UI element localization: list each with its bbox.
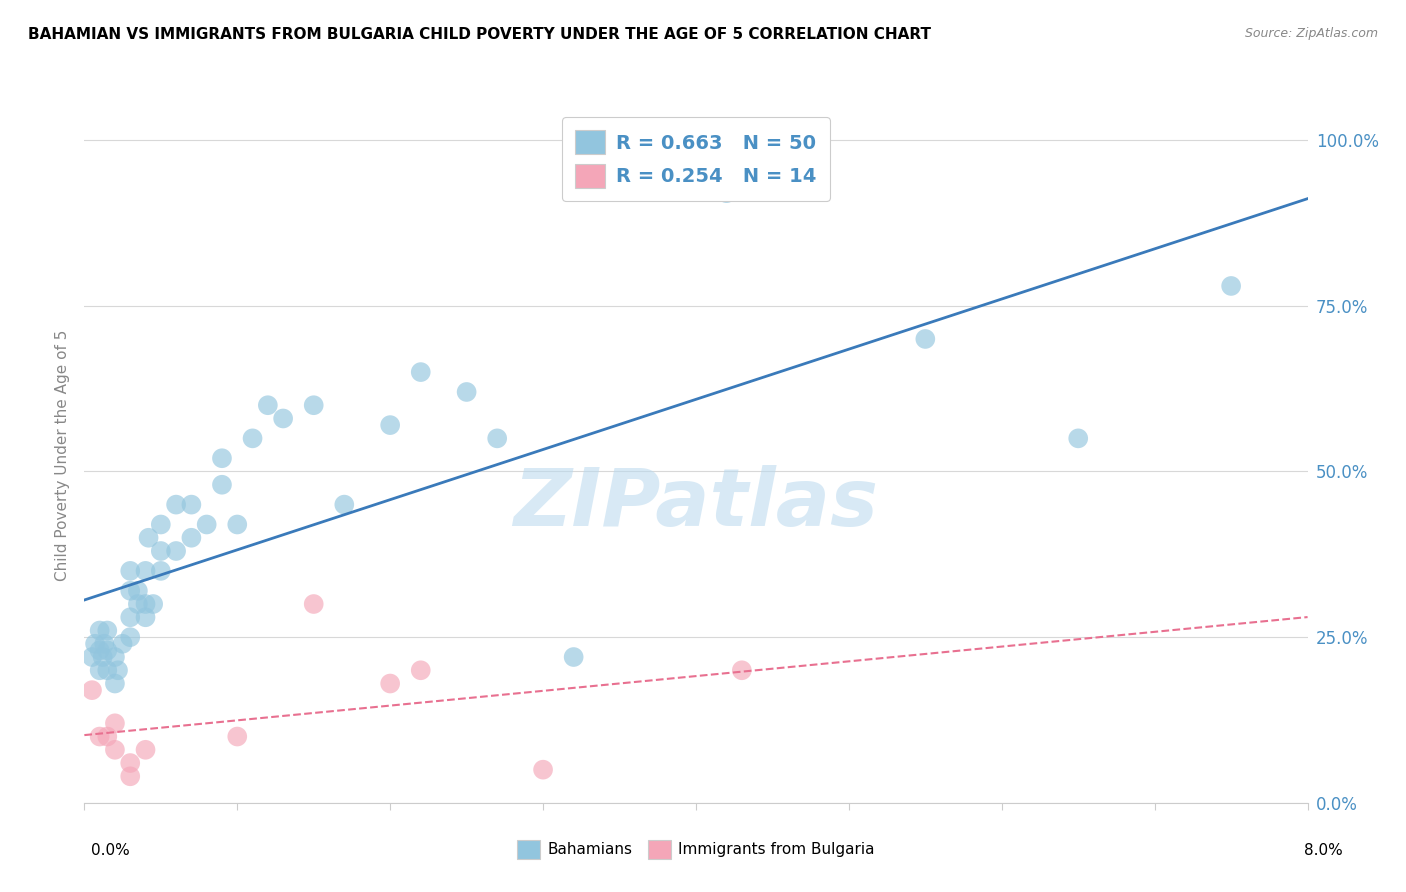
Point bbox=[1220, 279, 1243, 293]
Point bbox=[226, 730, 249, 744]
Point bbox=[716, 186, 738, 201]
Point bbox=[120, 564, 142, 578]
Point bbox=[180, 531, 202, 545]
Point bbox=[211, 451, 233, 466]
Point bbox=[562, 650, 585, 665]
Point bbox=[531, 763, 554, 777]
Point bbox=[149, 517, 172, 532]
Point bbox=[80, 683, 103, 698]
Point bbox=[456, 384, 478, 399]
Point bbox=[195, 517, 218, 532]
Point bbox=[731, 663, 754, 677]
Point bbox=[242, 431, 264, 445]
Text: ZIPatlas: ZIPatlas bbox=[513, 465, 879, 542]
Point bbox=[135, 743, 157, 757]
Point bbox=[409, 365, 432, 379]
Point bbox=[135, 610, 157, 624]
Point bbox=[120, 756, 142, 770]
Point bbox=[271, 411, 294, 425]
Point bbox=[104, 743, 127, 757]
Point bbox=[107, 663, 129, 677]
Point bbox=[380, 418, 402, 433]
Text: BAHAMIAN VS IMMIGRANTS FROM BULGARIA CHILD POVERTY UNDER THE AGE OF 5 CORRELATIO: BAHAMIAN VS IMMIGRANTS FROM BULGARIA CHI… bbox=[28, 27, 931, 42]
Point bbox=[84, 637, 107, 651]
Point bbox=[89, 663, 111, 677]
Point bbox=[96, 624, 118, 638]
Point bbox=[1067, 431, 1090, 445]
Point bbox=[93, 637, 115, 651]
Point bbox=[226, 517, 249, 532]
Point bbox=[80, 650, 103, 665]
Point bbox=[149, 564, 172, 578]
Point bbox=[257, 398, 280, 412]
Text: 0.0%: 0.0% bbox=[91, 843, 131, 858]
Point bbox=[89, 643, 111, 657]
Point bbox=[165, 544, 187, 558]
Point bbox=[96, 643, 118, 657]
Point bbox=[138, 531, 160, 545]
Point bbox=[302, 597, 325, 611]
Point bbox=[914, 332, 936, 346]
Point bbox=[89, 730, 111, 744]
Text: 8.0%: 8.0% bbox=[1303, 843, 1343, 858]
Point bbox=[96, 663, 118, 677]
Point bbox=[486, 431, 509, 445]
Point bbox=[127, 597, 149, 611]
Point bbox=[89, 624, 111, 638]
Point bbox=[96, 730, 118, 744]
Point bbox=[135, 597, 157, 611]
Text: Source: ZipAtlas.com: Source: ZipAtlas.com bbox=[1244, 27, 1378, 40]
Point bbox=[302, 398, 325, 412]
Point bbox=[104, 676, 127, 690]
Point bbox=[127, 583, 149, 598]
Point bbox=[409, 663, 432, 677]
Point bbox=[111, 637, 134, 651]
Point bbox=[120, 610, 142, 624]
Point bbox=[211, 477, 233, 491]
Y-axis label: Child Poverty Under the Age of 5: Child Poverty Under the Age of 5 bbox=[55, 329, 70, 581]
Point bbox=[135, 564, 157, 578]
Point bbox=[91, 650, 114, 665]
Point bbox=[333, 498, 356, 512]
Point bbox=[380, 676, 402, 690]
Legend: Bahamians, Immigrants from Bulgaria: Bahamians, Immigrants from Bulgaria bbox=[510, 834, 882, 864]
Point bbox=[120, 769, 142, 783]
Point bbox=[104, 716, 127, 731]
Point bbox=[120, 630, 142, 644]
Point bbox=[180, 498, 202, 512]
Point bbox=[149, 544, 172, 558]
Point bbox=[165, 498, 187, 512]
Point bbox=[142, 597, 165, 611]
Point bbox=[104, 650, 127, 665]
Point bbox=[120, 583, 142, 598]
